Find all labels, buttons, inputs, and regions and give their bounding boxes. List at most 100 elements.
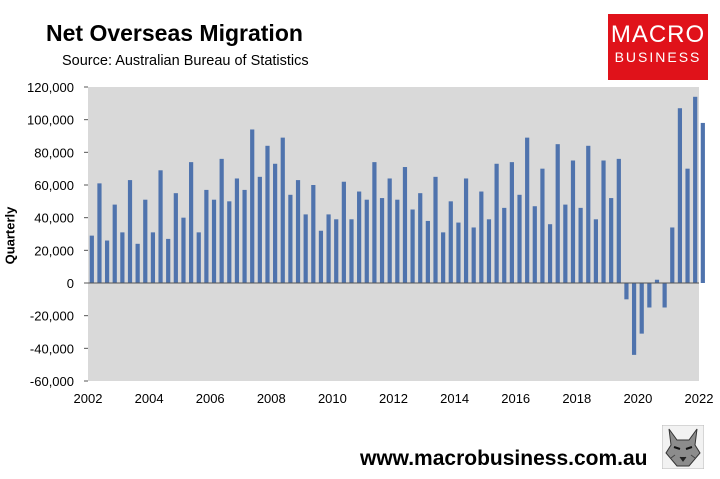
y-tick-label: 80,000 [34,145,74,160]
bar [410,209,415,283]
y-tick-label: 60,000 [34,178,74,193]
bar [204,189,209,283]
bar [479,191,484,283]
chart-title: Net Overseas Migration [46,20,303,46]
bar [97,183,102,283]
bar [242,189,247,283]
y-axis-ticks [84,86,88,382]
bar [616,158,621,283]
bar [578,207,583,283]
y-tick-label: 120,000 [27,80,74,95]
bar [418,193,423,283]
bar [234,178,240,283]
wolf-icon [662,425,704,469]
bar [463,178,469,283]
bar [555,144,560,283]
bar [395,199,400,283]
x-tick-labels: 2002 2004 2006 2008 2010 2012 2014 2016 2018 2020… [74,391,714,406]
bar [624,283,629,300]
bar [219,158,224,283]
bar [89,235,94,283]
x-tick-label: 2006 [196,391,225,406]
bar [181,217,186,283]
bar [639,283,644,334]
x-tick-label: 2008 [257,391,286,406]
bar [402,167,408,283]
bar [677,108,683,283]
bar [441,232,446,283]
bar [593,219,598,283]
bar [295,180,301,283]
logo-line-2: BUSINESS [614,49,702,65]
bar [143,199,148,283]
bar [517,194,522,283]
bar [311,185,316,283]
x-tick-label: 2002 [74,391,103,406]
bar [250,129,255,283]
bar [471,227,476,283]
y-axis-label: Quarterly [2,206,18,265]
bar [540,168,545,283]
bar [379,198,385,283]
x-tick-label: 2010 [318,391,347,406]
bar [525,137,530,283]
bar [196,232,201,283]
bar [173,193,178,283]
bar [273,163,278,283]
bar [349,219,354,283]
bar [532,206,537,283]
bar [631,283,637,355]
bar [104,240,110,283]
bar [670,227,675,283]
bar [456,222,461,283]
y-tick-label: 40,000 [34,211,74,226]
x-tick-label: 2014 [440,391,469,406]
bar [425,220,430,283]
x-tick-label: 2020 [623,391,652,406]
bar [647,283,652,308]
bar [341,181,346,283]
bar [685,168,690,283]
bar [166,238,171,283]
bar [486,219,492,283]
logo-line-1: MACRO [610,21,706,48]
bar [563,204,568,283]
bar [448,201,453,283]
bar [494,163,499,283]
bar [265,145,270,283]
bar [693,96,698,283]
y-tick-label: -40,000 [30,341,74,356]
bar [334,219,339,283]
y-tick-label: -20,000 [30,309,74,324]
bar [433,176,438,283]
x-tick-label: 2004 [135,391,164,406]
website-url[interactable]: www.macrobusiness.com.au [360,447,648,470]
bar [127,180,133,283]
bar [158,170,163,283]
plot-background [88,87,699,381]
bar [662,283,667,308]
bar [609,198,614,283]
bars-series [89,96,705,355]
bar [150,232,156,283]
bar [372,162,377,283]
bar [326,214,331,283]
y-tick-label: -60,000 [30,374,74,389]
bar [135,243,140,283]
macrobusiness-logo[interactable]: MACRO BUSINESS [608,14,708,80]
x-tick-label: 2022 [685,391,714,406]
y-tick-label: 0 [67,276,74,291]
bar [257,176,262,283]
bar [364,199,369,283]
y-tick-label: 100,000 [27,113,74,128]
bar [654,279,660,283]
x-tick-label: 2018 [562,391,591,406]
chart-source: Source: Australian Bureau of Statistics [62,53,309,69]
bar [112,204,117,283]
bar [586,145,591,283]
bar [211,199,217,283]
bar [570,160,576,283]
bar [120,232,125,283]
x-tick-label: 2016 [501,391,530,406]
bar [387,178,392,283]
